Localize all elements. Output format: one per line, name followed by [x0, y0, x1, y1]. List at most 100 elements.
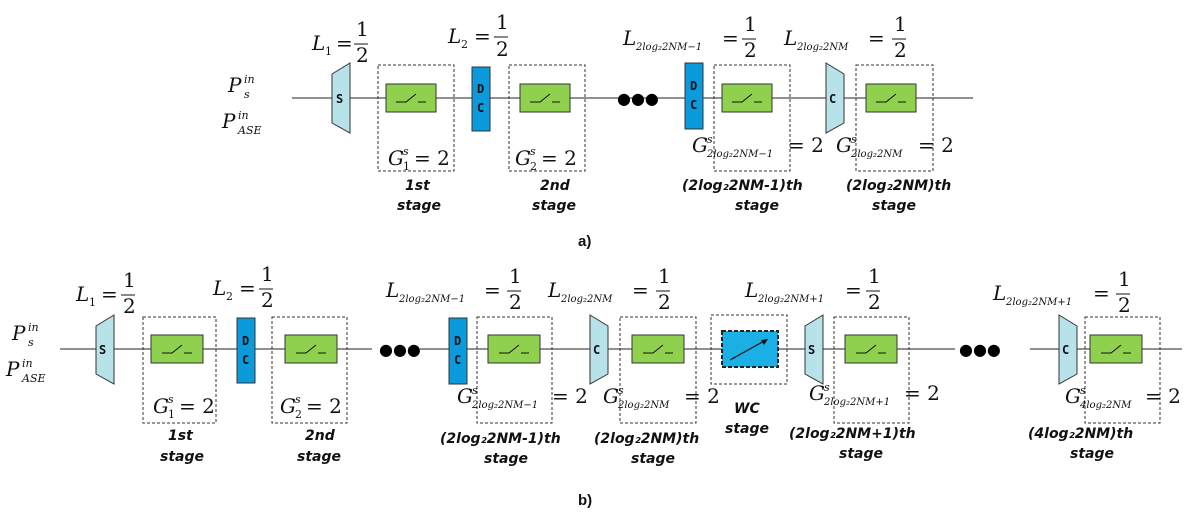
svg-text:2: 2: [868, 290, 881, 314]
svg-text:1: 1: [744, 12, 757, 36]
svg-text:= 2: = 2: [1145, 384, 1181, 408]
loss-Ln-a: L 2log₂2NM = 1 2: [783, 12, 907, 62]
ellipsis-dots-b2: ●●●: [959, 340, 1001, 359]
stage-box-m1-a: [713, 64, 791, 172]
caption-a: a): [578, 233, 591, 250]
switch-icon: [732, 93, 762, 103]
svg-text:= 2: = 2: [179, 394, 215, 418]
svg-text:2: 2: [530, 160, 537, 173]
switch-icon: [876, 93, 906, 103]
arrow-head-icon: [761, 339, 768, 345]
stage-box-2-b: [271, 316, 348, 424]
svg-text:2: 2: [1118, 293, 1131, 317]
splitter-trapezoid-b2: [804, 314, 824, 385]
dc-c-2-a: C: [690, 98, 697, 112]
panel-b: P in s P in ASE S D C ●●● D C: [5, 262, 1182, 509]
stage-label-n-line1-a: (2log₂2NM)th: [846, 178, 951, 194]
dc-d-1-a: D: [477, 82, 484, 96]
svg-text:1: 1: [89, 296, 96, 309]
svg-text:C: C: [1062, 343, 1069, 357]
svg-text:s: s: [168, 393, 174, 406]
svg-text:= 2: = 2: [414, 146, 450, 170]
svg-text:1: 1: [1118, 267, 1131, 291]
svg-text:2log₂2NM: 2log₂2NM: [560, 294, 613, 305]
input-power-signal-a: P: [227, 73, 242, 97]
svg-text:G: G: [603, 384, 619, 408]
svg-text:L: L: [75, 282, 89, 306]
input-power-signal-b: P: [11, 321, 26, 345]
svg-text:S: S: [99, 343, 106, 357]
stage-label-4log-line1-b: (4log₂2NM)th: [1028, 426, 1133, 442]
stage-label-m1-line1-b: (2log₂2NM-1)th: [440, 431, 561, 447]
svg-text:L: L: [311, 31, 325, 55]
gain-G1-b: G s 1 = 2: [153, 393, 215, 421]
svg-text:=: =: [1093, 281, 1110, 305]
gain-Gn-a: G s 2log₂2NM = 2: [836, 133, 954, 160]
svg-text:1: 1: [123, 268, 136, 292]
svg-text:D: D: [454, 334, 461, 348]
svg-text:1: 1: [496, 10, 509, 34]
svg-text:1: 1: [403, 160, 410, 173]
svg-text:=: =: [845, 278, 862, 302]
switch-icon: [162, 344, 192, 354]
loss-L2-a: L 2 = 1 2: [447, 10, 509, 61]
switch-icon: [530, 93, 560, 103]
amp-switch-p1-b: [844, 334, 898, 364]
switch-icon: [1101, 344, 1131, 354]
svg-text:2log₂2NM: 2log₂2NM: [850, 149, 903, 160]
amp-switch-2-b: [284, 334, 338, 364]
svg-text:L: L: [385, 278, 399, 302]
svg-text:= 2: = 2: [684, 384, 720, 408]
input-power-ase-a: P: [221, 109, 236, 133]
stage-label-wc-line2-b: stage: [725, 421, 769, 437]
svg-text:G: G: [388, 146, 404, 170]
stage-box-4log-b: [1084, 316, 1161, 424]
svg-text:2log₂2NM: 2log₂2NM: [617, 400, 670, 411]
sub-s-a: s: [244, 88, 250, 101]
stage-label-2-line1-b: 2nd: [305, 428, 336, 444]
stage-label-p1-line2-b: stage: [839, 446, 883, 462]
svg-text:s: s: [824, 381, 830, 394]
combiner-label-a: C: [829, 92, 836, 106]
svg-text:s: s: [28, 336, 34, 349]
svg-text:2log₂2NM+1: 2log₂2NM+1: [823, 397, 890, 408]
stage-label-m1-line1-a: (2log₂2NM-1)th: [682, 178, 803, 194]
svg-text:G: G: [836, 133, 852, 157]
svg-text:2: 2: [509, 290, 522, 314]
svg-text:G: G: [280, 394, 296, 418]
svg-text:= 2: = 2: [552, 384, 588, 408]
svg-text:in: in: [28, 321, 39, 334]
combiner-trapezoid-b1: [589, 314, 609, 385]
svg-text:s: s: [530, 145, 536, 158]
loss-L2-b: L 2 = 1 2: [212, 262, 274, 312]
svg-text:2: 2: [461, 38, 468, 51]
stage-label-2-line1-a: 2nd: [540, 178, 571, 194]
splitter-trapezoid-a: [331, 62, 351, 134]
stage-label-n-line2-a: stage: [872, 198, 916, 214]
svg-text:2: 2: [894, 38, 907, 62]
stage-label-n-line2-b: stage: [631, 451, 675, 467]
stage-box-wc-b: [710, 314, 788, 385]
loss-Lp1-end-b: L 2log₂2NM+1 = 1 2: [992, 267, 1131, 317]
stage-label-n-line1-b: (2log₂2NM)th: [594, 431, 699, 447]
stage-label-1-line1-a: 1st: [405, 178, 431, 194]
svg-text:=: =: [484, 278, 501, 302]
stage-label-1-line2-a: stage: [397, 198, 441, 214]
svg-text:L: L: [783, 26, 797, 50]
svg-text:2: 2: [496, 37, 509, 61]
stage-label-1-line1-b: 1st: [168, 428, 194, 444]
svg-text:L: L: [212, 276, 226, 300]
stage-label-m1-line2-b: stage: [484, 451, 528, 467]
svg-text:2: 2: [226, 290, 233, 303]
loss-L1-a: L 1 = 1 2: [311, 17, 369, 67]
svg-text:C: C: [593, 343, 600, 357]
caption-b: b): [578, 492, 592, 509]
dc-block-1-b: [236, 317, 256, 384]
svg-text:G: G: [515, 146, 531, 170]
loss-L1-b: L 1 = 1 2: [75, 268, 136, 318]
combiner-trapezoid-a: [825, 62, 845, 134]
stage-label-wc-line1-b: WC: [734, 401, 760, 417]
stage-box-n-a: [855, 64, 934, 172]
svg-text:1: 1: [509, 264, 522, 288]
